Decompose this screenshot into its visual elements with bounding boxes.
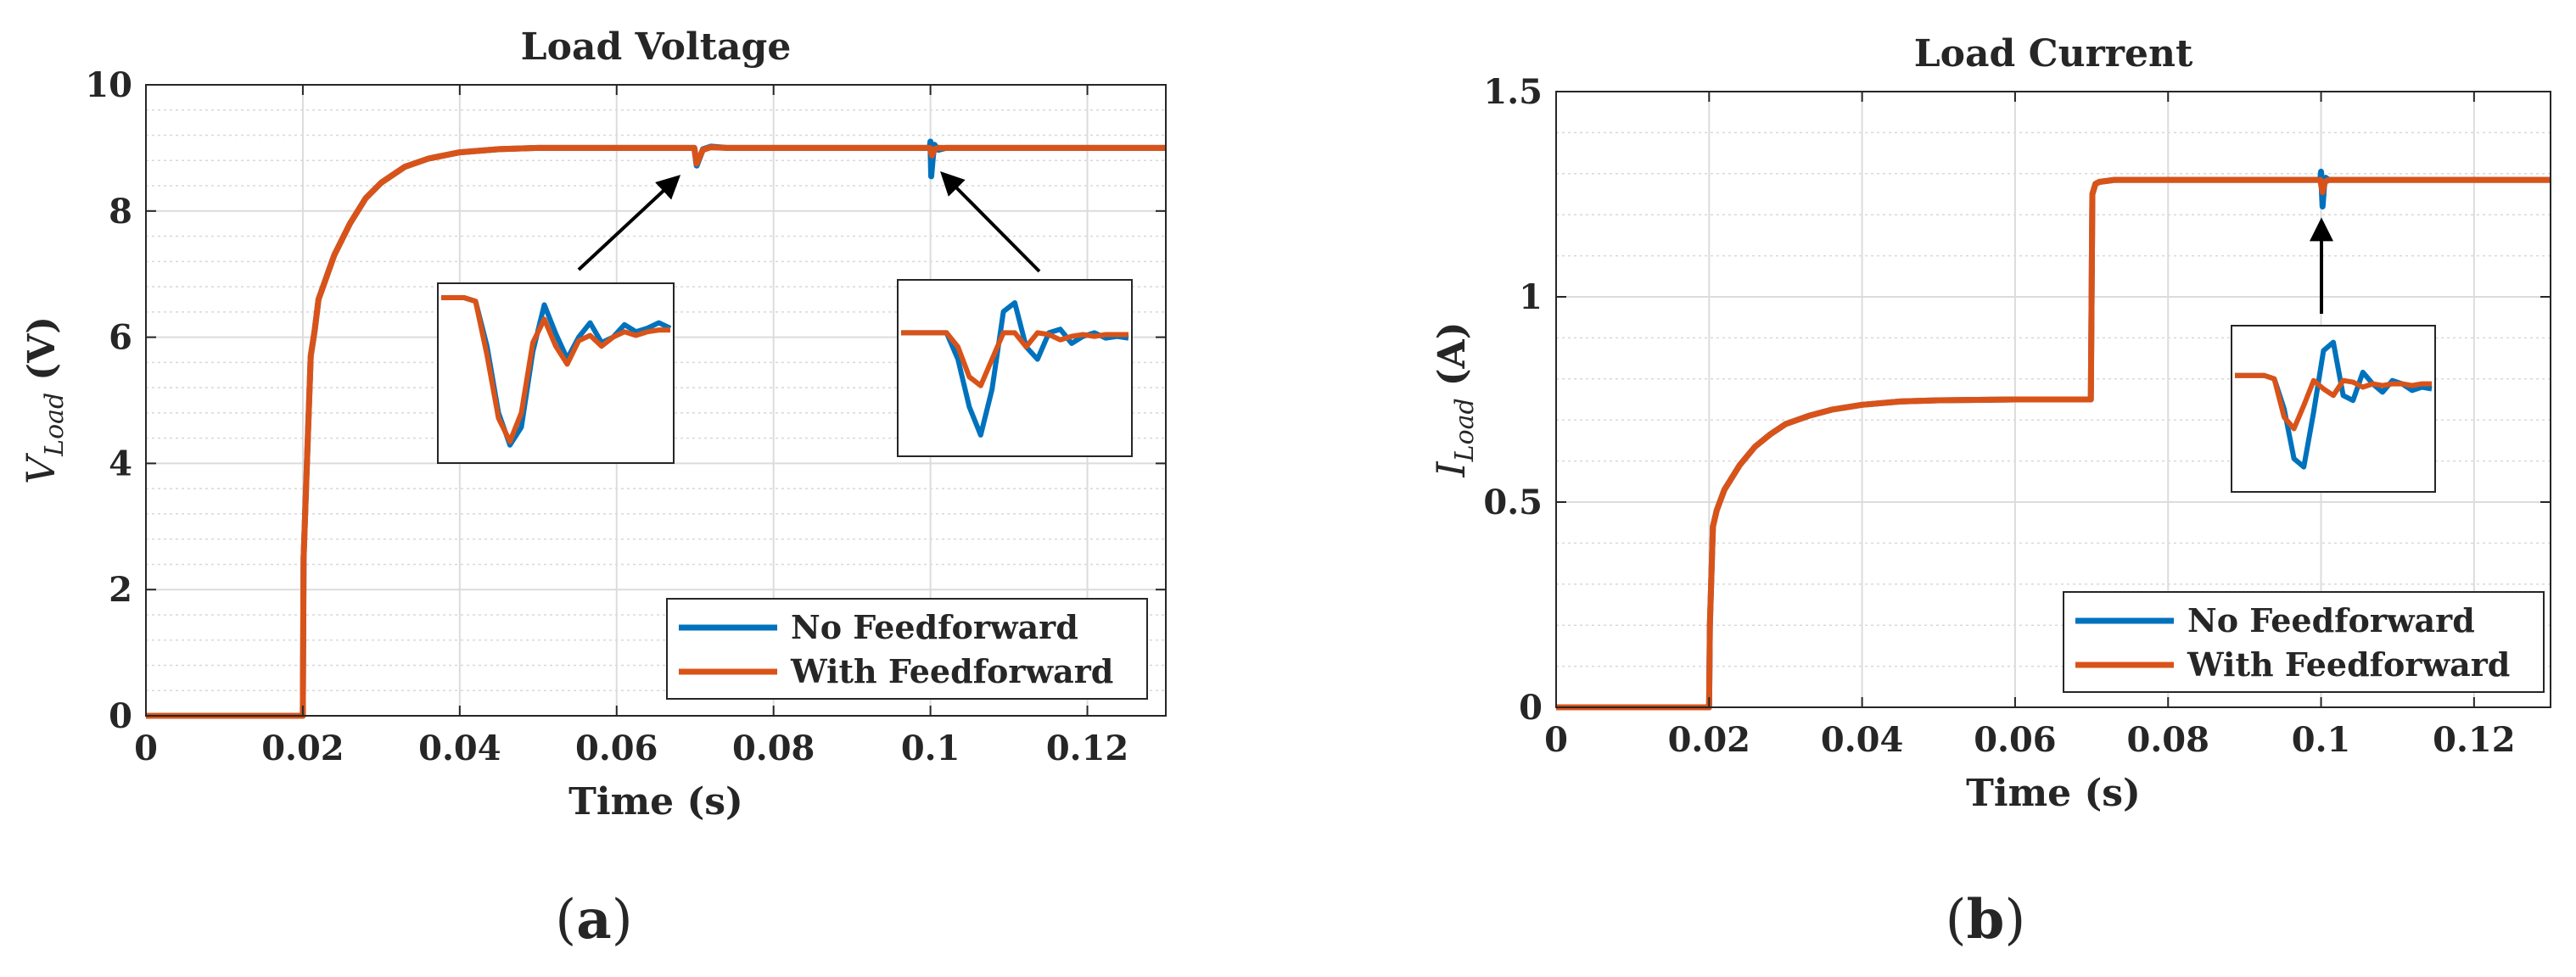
y-tick-label: 4	[109, 444, 132, 483]
y-tick-label: 6	[109, 318, 132, 358]
legend-label: No Feedforward	[791, 608, 1078, 646]
legend: No Feedforward With Feedforward	[2063, 591, 2545, 693]
legend-label: With Feedforward	[790, 652, 1113, 690]
x-tick-label: 0.02	[1668, 720, 1750, 760]
y-axis-label: ILoad (A)	[1428, 321, 1480, 477]
x-tick-label: 0.1	[2292, 720, 2351, 760]
y-axis-subscript: Load	[1450, 398, 1480, 462]
x-tick-label: 0.08	[2127, 720, 2209, 760]
y-tick-label: 1	[1519, 277, 1543, 317]
pointer-arrow	[577, 175, 681, 271]
y-axis-symbol: I	[1428, 461, 1474, 478]
x-tick-label: 0.04	[418, 729, 501, 768]
panel-paren-close: )	[2004, 889, 2025, 952]
y-tick-label: 10	[85, 65, 132, 105]
panel-letter: a	[576, 888, 611, 952]
inset-zoom	[897, 171, 1133, 457]
legend-label: No Feedforward	[2187, 601, 2475, 639]
inset-line-with-feedforward	[901, 330, 1128, 388]
x-tick-label: 0.02	[261, 729, 344, 768]
inset-line-with-feedforward	[441, 295, 670, 444]
series-line-with-feedforward	[1556, 176, 2551, 711]
y-axis-symbol: V	[18, 452, 64, 484]
chart-title: Load Current	[1914, 32, 2193, 75]
panel-paren-open: (	[1946, 889, 1967, 952]
pointer-arrow	[940, 171, 1041, 273]
y-tick-label: 0	[1519, 688, 1543, 728]
x-axis-label: Time (s)	[1966, 772, 2141, 815]
panel-letter: b	[1967, 888, 2005, 952]
inset-line-with-feedforward	[2235, 372, 2432, 432]
panel-label: (a)	[555, 888, 632, 952]
chart-b: 0 0.02 0.04 0.06 0.08 0.1 0.12 0 0.5 1 1.5 Load Cur…	[1428, 32, 2551, 952]
panel-paren-close: )	[612, 889, 633, 952]
y-tick-label: 8	[109, 192, 132, 232]
legend-label: With Feedforward	[2187, 645, 2510, 684]
y-axis-unit: (A)	[1431, 321, 1474, 386]
panel-label: (b)	[1946, 888, 2026, 952]
legend-box	[666, 598, 1148, 700]
x-tick-label: 0	[134, 729, 158, 768]
legend-box	[2063, 591, 2545, 693]
y-axis-unit: (V)	[20, 316, 64, 381]
y-tick-label: 1.5	[1483, 72, 1543, 112]
x-tick-label: 0.08	[732, 729, 815, 768]
x-axis-label: Time (s)	[568, 780, 743, 823]
axes-box	[1555, 91, 2551, 708]
inset-box	[2231, 325, 2436, 493]
chart-a: 0 0.02 0.04 0.06 0.08 0.1 0.12 0 2 4 6 8 10 Load Volt…	[18, 25, 1167, 952]
y-tick-label: 0	[109, 696, 132, 736]
y-tick-label: 0.5	[1483, 483, 1543, 522]
x-tick-label: 0.12	[2433, 720, 2515, 760]
y-tick-label: 2	[109, 570, 132, 610]
x-tick-label: 0.06	[1974, 720, 2056, 760]
axes-box	[145, 84, 1167, 717]
legend: No Feedforward With Feedforward	[666, 598, 1148, 700]
panel-paren-open: (	[555, 889, 576, 952]
x-tick-label: 0.06	[575, 729, 658, 768]
inset-zoom	[437, 175, 681, 464]
inset-box	[437, 282, 675, 464]
y-axis-subscript: Load	[40, 393, 70, 457]
x-tick-label: 0.12	[1046, 729, 1128, 768]
chart-title: Load Voltage	[521, 25, 792, 69]
inset-zoom	[2231, 217, 2436, 493]
series-line-with-feedforward	[146, 144, 1166, 719]
x-tick-label: 0	[1544, 720, 1568, 760]
x-tick-label: 0.04	[1821, 720, 1903, 760]
x-tick-label: 0.1	[901, 729, 960, 768]
y-axis-label: VLoad (V)	[18, 316, 70, 484]
